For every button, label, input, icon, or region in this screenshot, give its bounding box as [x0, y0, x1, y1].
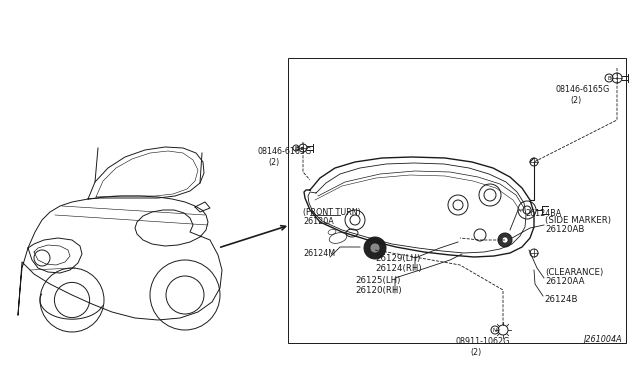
Text: 26125(LH): 26125(LH) [355, 276, 401, 285]
Text: (2): (2) [268, 157, 279, 167]
Circle shape [370, 243, 380, 253]
Text: (FRONT TURN): (FRONT TURN) [303, 208, 361, 217]
Text: (SIDE MARKER): (SIDE MARKER) [545, 215, 611, 224]
Circle shape [502, 237, 508, 243]
Text: (2): (2) [470, 347, 481, 356]
Text: 26124BA: 26124BA [525, 208, 561, 218]
Text: J261004A: J261004A [584, 336, 622, 344]
Text: 26120AA: 26120AA [545, 278, 584, 286]
Circle shape [498, 233, 512, 247]
Text: 26124M: 26124M [303, 248, 335, 257]
Text: N: N [493, 327, 497, 333]
Text: 08146-6165G: 08146-6165G [556, 86, 611, 94]
Text: 26120A: 26120A [303, 218, 333, 227]
Text: (CLEARANCE): (CLEARANCE) [545, 267, 604, 276]
Text: B: B [607, 76, 611, 80]
Text: 08146-6165G: 08146-6165G [258, 148, 312, 157]
Text: 26124(RH): 26124(RH) [375, 263, 422, 273]
Circle shape [364, 237, 386, 259]
Bar [288, 58, 626, 343]
Text: 26124B: 26124B [544, 295, 577, 304]
Text: 26120(RH): 26120(RH) [355, 286, 402, 295]
Text: 26120AB: 26120AB [545, 225, 584, 234]
Text: 08911-1062G: 08911-1062G [455, 337, 509, 346]
Text: (2): (2) [570, 96, 581, 105]
Text: 26129(LH): 26129(LH) [375, 253, 420, 263]
Text: B: B [294, 145, 298, 151]
